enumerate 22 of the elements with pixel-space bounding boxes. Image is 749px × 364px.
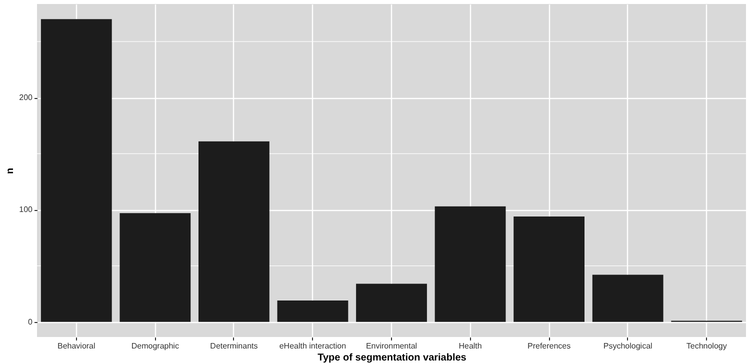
x-tick-label: Health xyxy=(458,342,482,350)
y-tick-label: 200 xyxy=(19,93,34,102)
bar xyxy=(434,206,506,322)
bar xyxy=(120,213,191,322)
x-tick-label: Environmental xyxy=(366,342,418,350)
bar xyxy=(277,300,348,322)
x-tick-label: Psychological xyxy=(603,342,653,350)
y-tick-label: 100 xyxy=(19,205,34,214)
bar xyxy=(356,284,427,322)
x-tick-label: Preferences xyxy=(527,342,571,350)
bar xyxy=(592,274,664,322)
x-tick-label: eHealth interaction xyxy=(279,342,346,350)
x-tick-label: Determinants xyxy=(210,342,258,350)
x-tick-label: Behavioral xyxy=(57,342,96,350)
y-tick-label: 0 xyxy=(28,317,34,326)
x-tick-label: Technology xyxy=(686,342,727,350)
y-axis-title: n xyxy=(5,168,16,174)
x-tick-label: Demographic xyxy=(131,342,179,350)
bar xyxy=(198,141,270,322)
bar xyxy=(40,19,112,322)
x-axis-title: Type of segmentation variables xyxy=(318,352,467,364)
bar xyxy=(514,216,585,322)
